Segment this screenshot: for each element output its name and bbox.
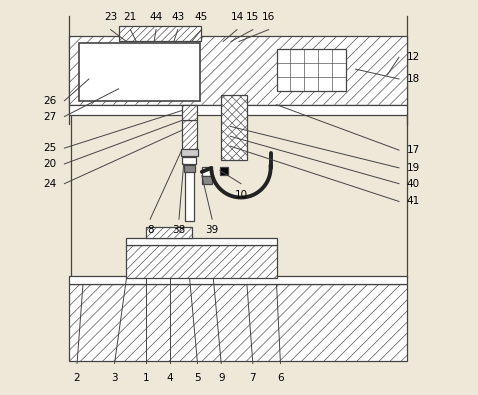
- Bar: [202, 167, 212, 176]
- Text: 10: 10: [234, 190, 248, 199]
- Text: 5: 5: [194, 373, 201, 383]
- Text: 4: 4: [166, 373, 173, 383]
- Text: 26: 26: [43, 96, 56, 106]
- Bar: [182, 120, 197, 150]
- Text: 3: 3: [111, 373, 118, 383]
- Bar: [182, 105, 197, 120]
- Text: 27: 27: [43, 111, 56, 122]
- Text: 7: 7: [250, 373, 256, 383]
- Text: 15: 15: [246, 12, 260, 22]
- Text: 17: 17: [407, 145, 420, 155]
- Text: 24: 24: [43, 179, 56, 189]
- Bar: [182, 157, 196, 164]
- Bar: [69, 105, 407, 115]
- Bar: [277, 49, 346, 91]
- Text: 44: 44: [150, 12, 163, 22]
- Text: 21: 21: [124, 12, 137, 22]
- Text: 19: 19: [407, 163, 420, 173]
- Bar: [69, 36, 407, 105]
- Text: 39: 39: [206, 225, 219, 235]
- Text: 20: 20: [43, 159, 56, 169]
- Bar: [184, 165, 195, 172]
- Text: 41: 41: [407, 196, 420, 207]
- Bar: [79, 43, 199, 101]
- Text: 8: 8: [147, 225, 153, 235]
- Bar: [221, 95, 247, 160]
- Text: 6: 6: [277, 373, 284, 383]
- Text: 38: 38: [173, 225, 185, 235]
- Bar: [146, 227, 192, 238]
- Bar: [69, 284, 407, 361]
- Text: 14: 14: [230, 12, 244, 22]
- Text: 12: 12: [407, 52, 420, 62]
- Text: 40: 40: [407, 179, 420, 189]
- Text: 45: 45: [195, 12, 208, 22]
- Text: 2: 2: [74, 373, 80, 383]
- Text: 16: 16: [262, 12, 275, 22]
- Text: 1: 1: [143, 373, 150, 383]
- Bar: [185, 150, 194, 221]
- Bar: [126, 245, 277, 278]
- Bar: [126, 238, 277, 245]
- Bar: [181, 149, 197, 156]
- Text: 18: 18: [407, 74, 420, 84]
- Bar: [220, 167, 228, 175]
- Bar: [202, 176, 212, 184]
- Bar: [119, 26, 201, 41]
- Text: 23: 23: [104, 12, 117, 22]
- Text: 25: 25: [43, 143, 56, 153]
- Text: 43: 43: [171, 12, 185, 22]
- Text: 9: 9: [218, 373, 225, 383]
- Bar: [69, 276, 407, 284]
